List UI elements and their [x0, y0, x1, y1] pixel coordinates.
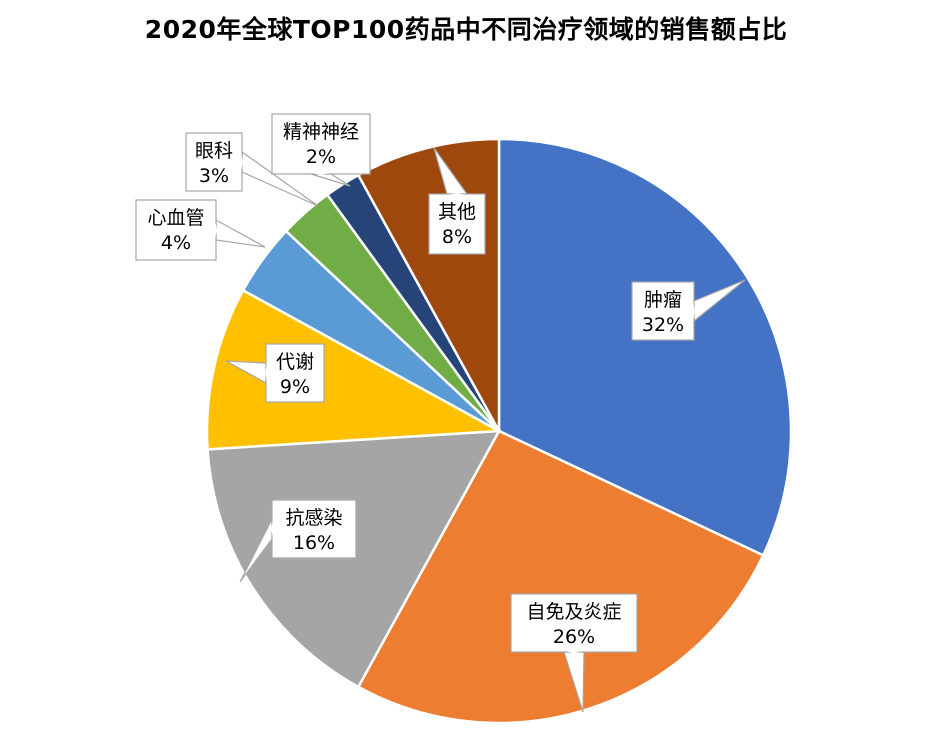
callout-box	[271, 499, 357, 559]
slice-label: 心血管	[147, 207, 204, 229]
slice-value-label: 3%	[199, 165, 229, 187]
slice-label: 抗感染	[285, 507, 342, 529]
slice-label: 自免及炎症	[526, 601, 621, 623]
pie-slice	[205, 288, 504, 451]
callout-box	[631, 281, 695, 341]
callout-pointer	[310, 173, 351, 187]
callout-label: 心血管 4%	[135, 199, 266, 261]
callout-box	[265, 343, 325, 403]
slice-label: 代谢	[276, 351, 314, 373]
callout-label: 自免及炎症 26%	[510, 593, 638, 713]
chart-title: 2020年全球TOP100药品中不同治疗领域的销售额占比	[144, 15, 788, 44]
callout-label: 精神神经 2%	[271, 113, 371, 187]
slice-value-label: 4%	[161, 232, 191, 254]
callout-pointer	[215, 218, 266, 248]
callout-box	[185, 132, 243, 192]
slice-value-label: 26%	[553, 626, 595, 648]
callout-box	[271, 113, 371, 175]
callout-label: 代谢 9%	[225, 343, 325, 403]
slice-label: 眼科	[195, 140, 233, 162]
pie-callouts: 肿瘤 32% 自免及炎症 26% 抗感染 16% 代谢 9% 心血管 4% 眼科 3% 精神神经 2% 其他…	[135, 113, 746, 713]
slice-label: 精神神经	[283, 121, 359, 143]
callout-label: 抗感染 16%	[239, 499, 357, 583]
callout-box	[510, 593, 638, 653]
slice-value-label: 16%	[293, 532, 335, 554]
slice-value-label: 2%	[306, 146, 336, 168]
pie-slice	[206, 429, 502, 689]
slice-value-label: 9%	[280, 376, 310, 398]
callout-box	[428, 193, 486, 255]
slice-label: 肿瘤	[644, 289, 682, 311]
callout-label: 其他 8%	[428, 147, 486, 255]
slice-value-label: 32%	[642, 314, 684, 336]
callout-label: 眼科 3%	[185, 132, 319, 207]
pie-slice	[497, 137, 793, 557]
slice-value-label: 8%	[442, 226, 472, 248]
pie-slices	[205, 137, 793, 725]
slice-label: 其他	[438, 201, 476, 223]
callout-label: 肿瘤 32%	[631, 279, 746, 341]
